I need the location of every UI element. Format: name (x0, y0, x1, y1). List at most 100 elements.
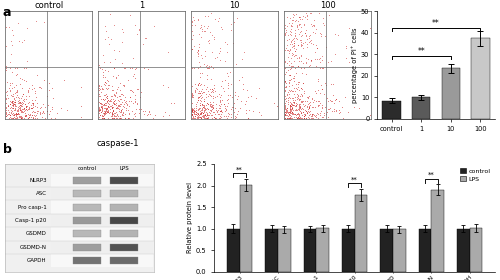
Point (10, 100, 18, 104)
Point (94, 105, 102, 109)
Point (238, 75, 246, 80)
Point (286, 115, 294, 119)
Point (44, 66, 52, 70)
Point (317, 34, 325, 38)
Point (288, 18, 296, 22)
Point (280, 93, 288, 98)
Point (208, 110, 216, 115)
Point (22, 104, 30, 109)
Point (296, 105, 304, 109)
Point (222, 109, 230, 113)
Point (294, 103, 302, 107)
Point (305, 113, 313, 117)
Point (20, 91, 28, 96)
Point (282, 15, 290, 19)
Point (209, 88, 217, 93)
Bar (382, 101, 401, 119)
Point (272, 104, 280, 108)
Point (295, 107, 303, 111)
Point (102, 92, 110, 96)
Point (101, 74, 109, 79)
Point (29, 115, 37, 119)
Point (110, 113, 118, 117)
Point (196, 99, 204, 103)
Point (118, 27, 126, 31)
Point (6, 83, 14, 87)
Point (224, 42, 232, 47)
Point (226, 93, 234, 98)
Point (208, 108, 216, 112)
Point (312, 64, 320, 69)
Point (191, 88, 199, 92)
Point (198, 114, 206, 118)
Point (204, 101, 212, 106)
Point (194, 108, 202, 112)
Bar (110, 204, 138, 211)
Point (13, 115, 21, 119)
Point (194, 116, 202, 120)
Point (227, 28, 235, 32)
Point (292, 36, 300, 40)
Point (126, 95, 134, 99)
Point (307, 58, 315, 62)
Point (222, 71, 230, 76)
Point (26, 106, 34, 110)
Point (112, 105, 120, 109)
Point (100, 116, 108, 120)
Point (324, 95, 332, 100)
Point (6, 101, 14, 106)
Point (17, 104, 25, 108)
Point (286, 116, 294, 120)
Point (287, 56, 295, 60)
Point (296, 105, 304, 109)
Point (191, 88, 199, 93)
Point (207, 11, 215, 16)
Point (17, 96, 25, 101)
Point (11, 102, 19, 107)
Point (288, 88, 296, 92)
Point (295, 56, 303, 61)
Point (216, 114, 224, 118)
Point (208, 102, 216, 107)
Bar (51, 254, 152, 267)
Point (291, 104, 299, 109)
Point (194, 47, 202, 52)
Point (280, 101, 288, 106)
Point (307, 11, 315, 16)
Point (284, 80, 292, 84)
Point (290, 92, 298, 97)
Point (12, 83, 20, 88)
Point (192, 112, 200, 116)
Point (16, 100, 24, 104)
Point (203, 111, 211, 115)
Point (303, 45, 311, 49)
Point (12, 111, 20, 115)
Point (17, 110, 25, 115)
Point (99, 116, 107, 120)
Point (297, 111, 305, 115)
Point (8, 104, 16, 108)
Text: ASC: ASC (36, 191, 47, 196)
Point (326, 106, 334, 110)
Point (300, 116, 308, 120)
Point (208, 33, 216, 37)
Point (144, 66, 152, 71)
Point (16, 38, 24, 43)
Point (318, 66, 326, 70)
Point (197, 35, 205, 39)
Point (102, 106, 110, 110)
Point (231, 92, 239, 97)
Point (310, 24, 318, 28)
Point (94, 99, 102, 104)
Point (108, 109, 116, 114)
Point (32, 94, 40, 99)
Point (286, 104, 294, 109)
Point (312, 99, 320, 104)
Point (296, 33, 304, 38)
Point (291, 111, 299, 116)
Point (314, 99, 322, 104)
Point (196, 102, 204, 107)
Point (41, 116, 49, 120)
Point (286, 103, 294, 107)
Point (104, 108, 112, 113)
